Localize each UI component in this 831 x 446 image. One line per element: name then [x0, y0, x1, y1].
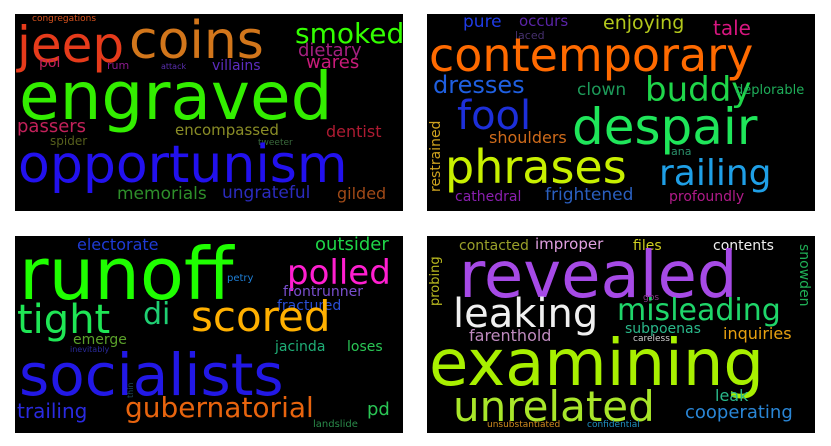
word: runoff: [19, 236, 234, 316]
word-cloud-1: congregations jeep coins smoked dietary …: [15, 14, 403, 211]
word: socialists: [19, 341, 284, 409]
word: loses: [347, 339, 383, 355]
word-cloud-4: contacted improper files contents probin…: [427, 236, 815, 433]
word: snowden: [796, 244, 812, 307]
word: despair: [572, 98, 758, 156]
word: jacinda: [275, 339, 326, 355]
word: deplorable: [735, 83, 805, 98]
word: examining: [429, 327, 764, 401]
word: scored: [191, 292, 331, 341]
word: careless: [633, 334, 670, 344]
word: ungrateful: [222, 183, 311, 203]
word: confidential: [587, 420, 640, 430]
word: improper: [535, 236, 604, 253]
word: contemporary: [429, 28, 754, 82]
word: rum: [107, 59, 130, 72]
word: pd: [367, 399, 390, 420]
word: encompassed: [175, 121, 279, 139]
word: trailing: [17, 399, 88, 423]
word-cloud-3: electorate outsider runoff polled petry …: [15, 236, 403, 433]
word: dietary: [298, 40, 362, 61]
word: smoked: [295, 17, 403, 50]
word: landslide: [313, 419, 358, 430]
word: cathedral: [455, 189, 522, 205]
word: gubernatorial: [125, 391, 314, 424]
word: frontrunner: [283, 284, 364, 300]
word: fractured: [277, 298, 342, 314]
word: leak: [715, 386, 749, 405]
word: congregations: [32, 14, 97, 24]
word: engraved: [19, 58, 333, 135]
word: misleading: [617, 293, 781, 328]
word: jeep: [17, 16, 125, 74]
word: frightened: [545, 185, 634, 205]
word: probing: [428, 256, 443, 306]
word: inquiries: [723, 324, 792, 343]
word: farenthold: [469, 326, 552, 345]
word: memorials: [117, 184, 207, 204]
word: cooperating: [685, 402, 793, 423]
word: di: [143, 297, 171, 332]
word: unrelated: [453, 382, 655, 431]
word: pol: [39, 55, 61, 71]
word: leaking: [453, 291, 599, 337]
word: spider: [50, 134, 88, 148]
word: railing: [659, 153, 772, 194]
word: clown: [577, 80, 627, 100]
word: fool: [457, 93, 532, 139]
word: dentist: [326, 122, 382, 141]
word: petry: [227, 273, 254, 284]
word: electorate: [77, 236, 159, 254]
word: ana: [671, 145, 692, 158]
word: inevitably: [70, 345, 110, 354]
word: emerge: [73, 332, 127, 348]
word: laced: [515, 29, 545, 42]
word: tweeter: [258, 138, 293, 148]
word: profoundly: [669, 189, 745, 205]
word: restrained: [428, 120, 444, 192]
word: shoulders: [489, 128, 567, 147]
word: passers: [17, 116, 87, 137]
word: villains: [212, 58, 261, 74]
word: unsubstantiated: [487, 420, 561, 430]
word: dresses: [433, 71, 525, 99]
word: outsider: [315, 236, 389, 255]
word: occurs: [519, 14, 569, 30]
word: gilded: [337, 184, 387, 203]
word: polled: [287, 253, 391, 293]
word: buddy: [645, 70, 752, 110]
word: enjoying: [603, 14, 685, 34]
word: opportunism: [18, 135, 348, 195]
word: pure: [463, 14, 502, 32]
word: revealed: [459, 239, 738, 313]
word: files: [633, 238, 662, 254]
word: subpoenas: [625, 321, 701, 337]
word: tight: [17, 297, 111, 343]
word: contacted: [459, 238, 529, 254]
word: tale: [713, 16, 751, 40]
word: contents: [713, 238, 774, 254]
word: attack: [161, 62, 187, 71]
word: gps: [643, 293, 660, 303]
word-cloud-2: pure occurs enjoying laced tale contempo…: [427, 14, 815, 211]
word: wares: [306, 52, 360, 73]
word: coins: [129, 14, 264, 71]
word: phrases: [445, 140, 627, 194]
